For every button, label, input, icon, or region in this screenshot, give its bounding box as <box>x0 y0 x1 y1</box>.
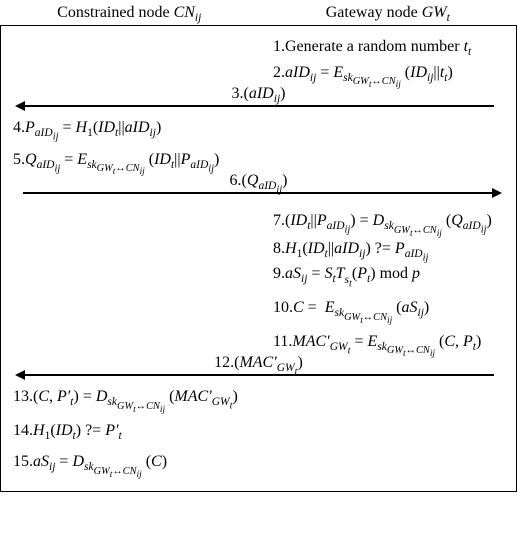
step-15: 15.aSij = DskGWt↔CNij (C) <box>13 451 504 475</box>
step-13: 13.(C, P′t) = DskGWt↔CNij (MAC′GWt) <box>13 386 504 410</box>
step-1: 1.Generate a random number tt <box>273 36 504 58</box>
step-10: 10.C = EskGWt↔CNij (aSij) <box>273 297 504 321</box>
message-arrow-6: 6.(QaIDij) <box>13 178 504 200</box>
arrow-line <box>23 374 494 376</box>
arrow-left-icon <box>15 101 25 111</box>
diagram-body: 1.Generate a random number tt 2.aIDij = E… <box>0 26 517 492</box>
constrained-node-header: Constrained node CNij <box>0 4 259 22</box>
header-row: Constrained node CNij Gateway node GWt <box>0 0 517 26</box>
message-arrow-12: 12.(MAC′GWt) <box>13 360 504 382</box>
step-7: 7.(IDt||PaIDij) = DskGWt↔CNij (QaIDij) <box>273 210 504 234</box>
step-5: 5.QaIDij = EskGWt↔CNij (IDt||PaIDij) <box>13 149 504 173</box>
step-8: 8.H1(IDt||aIDij) ?= PaIDij <box>273 238 504 260</box>
step-14: 14.H1(IDt) ?= P′t <box>13 420 504 442</box>
arrow-line <box>23 192 494 194</box>
arrow-label-12: 12.(MAC′GWt) <box>212 354 305 372</box>
step-9: 9.aSij = StTst(Pt) mod p <box>273 263 504 285</box>
step-11: 11.MAC′GWt = EskGWt↔CNij (C, Pt) <box>273 331 504 355</box>
arrow-right-icon <box>492 188 502 198</box>
arrow-line <box>23 105 494 107</box>
step-2: 2.aIDij = EskGWt↔CNij (IDij||tt) <box>273 62 504 86</box>
arrow-label-3: 3.(aIDij) <box>230 85 288 103</box>
gateway-node-header: Gateway node GWt <box>259 4 517 22</box>
protocol-diagram: Constrained node CNij Gateway node GWt 1… <box>0 0 517 550</box>
step-4: 4.PaIDij = H1(IDt||aIDij) <box>13 117 504 139</box>
arrow-left-icon <box>15 370 25 380</box>
arrow-label-6: 6.(QaIDij) <box>228 172 290 190</box>
message-arrow-3: 3.(aIDij) <box>13 91 504 113</box>
